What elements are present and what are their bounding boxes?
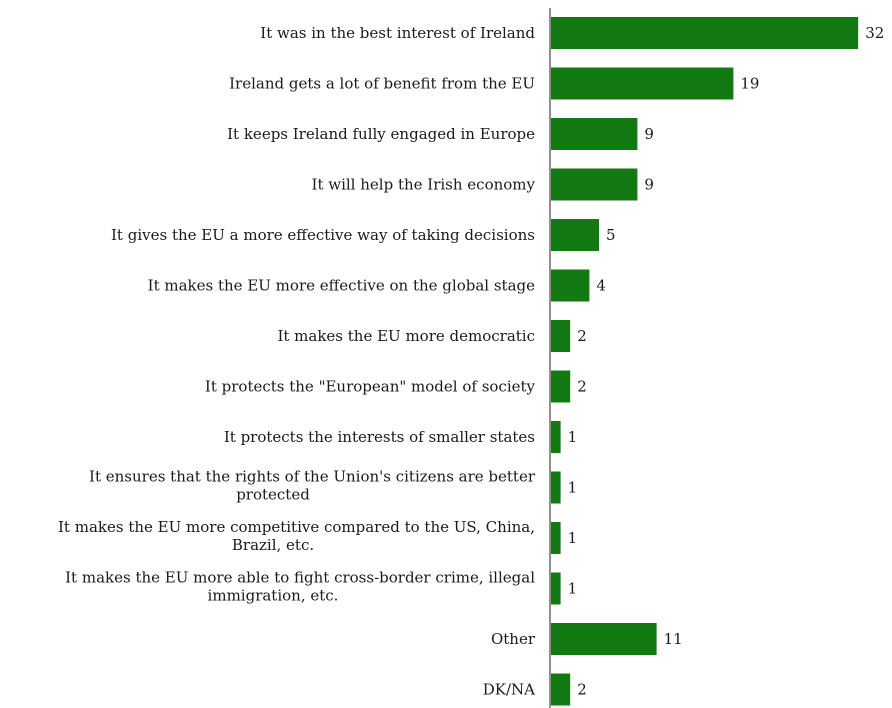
category-label: It makes the EU more democratic xyxy=(277,327,535,345)
bar xyxy=(551,471,561,504)
bar xyxy=(551,370,571,403)
bar xyxy=(551,219,599,251)
bar-value-label: 1 xyxy=(568,479,578,497)
bar-value-label: 9 xyxy=(644,176,654,194)
bar-value-label: 5 xyxy=(606,226,616,244)
bars-group xyxy=(551,17,859,706)
category-label: It makes the EU more effective on the gl… xyxy=(148,277,535,295)
bar xyxy=(551,421,561,453)
category-label: Other xyxy=(491,630,536,648)
bar-value-label: 1 xyxy=(568,580,578,598)
bar-value-label: 2 xyxy=(577,327,587,345)
bar xyxy=(551,572,561,605)
category-label: immigration, etc. xyxy=(208,587,339,605)
category-label: protected xyxy=(236,486,310,504)
category-label: It was in the best interest of Ireland xyxy=(260,24,535,42)
category-label: It gives the EU a more effective way of … xyxy=(111,226,535,244)
bar xyxy=(551,673,571,706)
category-label: It makes the EU more competitive compare… xyxy=(58,518,535,536)
bar xyxy=(551,522,561,554)
bar xyxy=(551,67,734,100)
category-label: It protects the "European" model of soci… xyxy=(205,378,536,396)
bar-value-label: 11 xyxy=(664,630,683,648)
category-label: It keeps Ireland fully engaged in Europe xyxy=(227,125,535,143)
bar-value-label: 19 xyxy=(740,75,759,93)
bar xyxy=(551,118,638,150)
bar xyxy=(551,269,590,302)
bar-value-label: 1 xyxy=(568,529,578,547)
category-label: It ensures that the rights of the Union'… xyxy=(89,468,536,486)
category-label: It will help the Irish economy xyxy=(312,176,536,194)
bar-value-label: 1 xyxy=(568,428,578,446)
category-label: Brazil, etc. xyxy=(232,536,314,554)
bar-value-label: 32 xyxy=(865,24,884,42)
bar xyxy=(551,320,571,352)
category-label: It makes the EU more able to fight cross… xyxy=(65,569,535,587)
bar-value-label: 2 xyxy=(577,681,587,699)
bar xyxy=(551,17,859,49)
bar xyxy=(551,623,657,655)
category-label: Ireland gets a lot of benefit from the E… xyxy=(229,75,535,93)
bar-value-label: 4 xyxy=(596,277,606,295)
category-label: It protects the interests of smaller sta… xyxy=(224,428,535,446)
bar-value-label: 9 xyxy=(644,125,654,143)
category-labels-group: It was in the best interest of Ireland Ir… xyxy=(58,24,536,699)
bar xyxy=(551,168,638,201)
bar-value-label: 2 xyxy=(577,378,587,396)
category-label: DK/NA xyxy=(483,681,535,699)
